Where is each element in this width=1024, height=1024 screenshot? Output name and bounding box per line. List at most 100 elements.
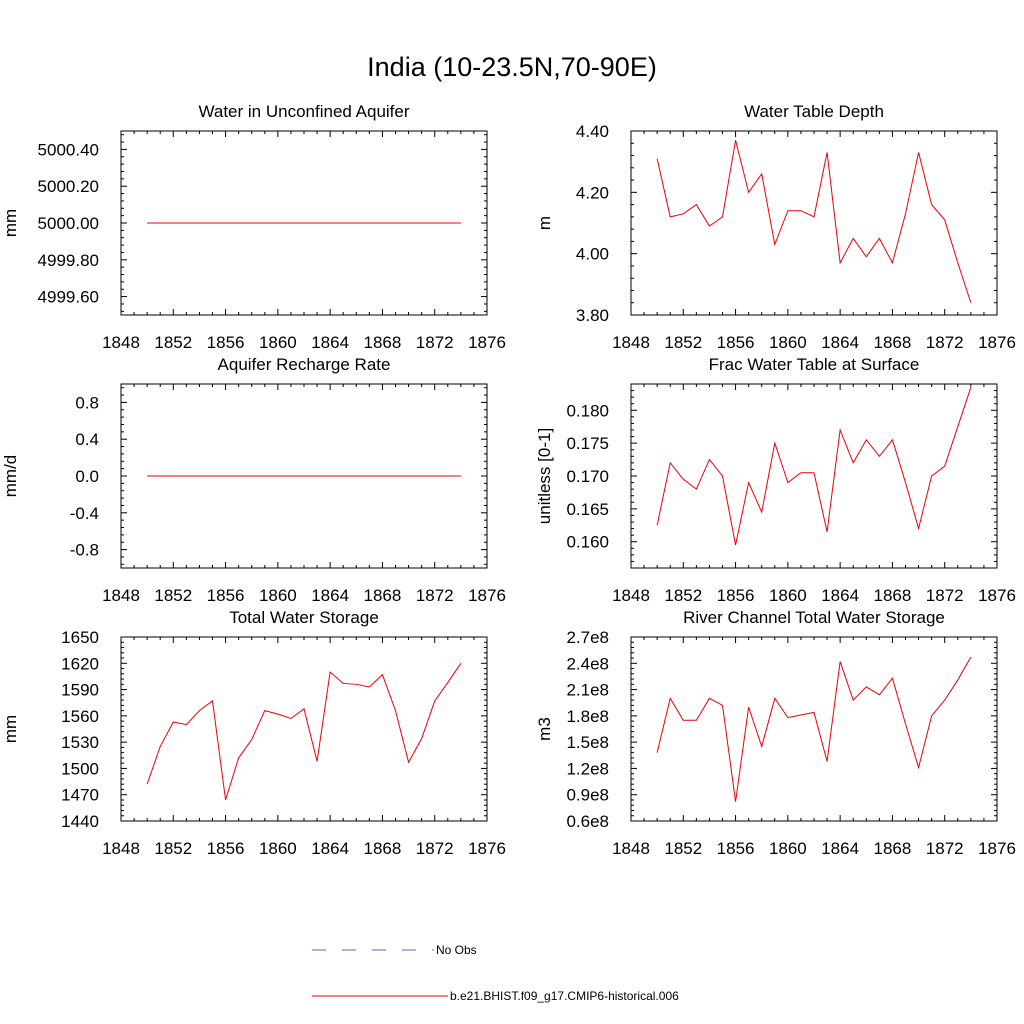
y-axis-label: mm/d xyxy=(1,455,20,498)
y-tick-label: 3.80 xyxy=(576,306,609,325)
y-tick-label: 0.180 xyxy=(566,401,609,420)
x-tick-label: 1860 xyxy=(769,333,807,352)
legend: No Obs b.e21.BHIST.f09_g17.CMIP6-histori… xyxy=(312,943,679,1003)
x-tick-label: 1852 xyxy=(154,839,192,858)
x-tick-label: 1876 xyxy=(468,333,506,352)
x-tick-label: 1856 xyxy=(717,333,755,352)
y-axis-label: mm xyxy=(1,209,20,237)
series-line xyxy=(656,140,972,303)
x-tick-label: 1868 xyxy=(874,586,912,605)
y-tick-label: 5000.40 xyxy=(38,140,99,159)
legend-label-model: b.e21.BHIST.f09_g17.CMIP6-historical.006 xyxy=(450,989,679,1003)
x-tick-label: 1864 xyxy=(311,586,349,605)
y-tick-label: 0.9e8 xyxy=(566,786,609,805)
x-tick-label: 1856 xyxy=(717,839,755,858)
y-tick-label: 0.8 xyxy=(75,393,99,412)
panel-2: 1848 1852 1856 1860 1864 1868 1872 1876 3.80 4.00… xyxy=(535,102,1016,352)
x-tick-label: 1852 xyxy=(664,839,702,858)
x-tick-label: 1868 xyxy=(874,839,912,858)
x-tick-label: 1860 xyxy=(259,333,297,352)
y-tick-label: 1500 xyxy=(61,759,99,778)
x-tick-label: 1860 xyxy=(259,586,297,605)
y-tick-label: 4999.80 xyxy=(38,251,99,270)
y-tick-label: 1560 xyxy=(61,707,99,726)
figure-title: India (10-23.5N,70-90E) xyxy=(367,52,657,82)
panel-5: 1848 1852 1856 1860 1864 1868 1872 1876 1440 1470… xyxy=(1,608,506,858)
x-tick-label: 1876 xyxy=(978,839,1016,858)
y-tick-label: 5000.20 xyxy=(38,177,99,196)
y-tick-label: 4.00 xyxy=(576,245,609,264)
x-tick-label: 1848 xyxy=(612,839,650,858)
x-tick-label: 1852 xyxy=(664,333,702,352)
series-line xyxy=(146,663,462,801)
y-tick-label: 1590 xyxy=(61,681,99,700)
x-tick-label: 1872 xyxy=(926,586,964,605)
x-tick-label: 1868 xyxy=(364,839,402,858)
x-tick-label: 1864 xyxy=(821,839,859,858)
x-tick-label: 1856 xyxy=(207,839,245,858)
x-tick-label: 1872 xyxy=(926,839,964,858)
x-tick-label: 1872 xyxy=(416,333,454,352)
x-tick-label: 1848 xyxy=(612,333,650,352)
y-tick-label: 1530 xyxy=(61,733,99,752)
x-tick-label: 1860 xyxy=(769,839,807,858)
panel-6: 1848 1852 1856 1860 1864 1868 1872 1876 0.6e8 0.9… xyxy=(535,608,1016,858)
panel-1: 1848 1852 1856 1860 1864 1868 1872 1876 4999.60 4… xyxy=(1,102,506,352)
y-tick-label: 4.40 xyxy=(576,122,609,141)
y-tick-label: 1.5e8 xyxy=(566,733,609,752)
y-tick-label: 2.4e8 xyxy=(566,654,609,673)
x-tick-label: 1876 xyxy=(978,586,1016,605)
x-tick-label: 1872 xyxy=(416,586,454,605)
y-tick-label: 1.2e8 xyxy=(566,759,609,778)
y-tick-label: 1440 xyxy=(61,812,99,831)
y-axis-label: unitless [0-1] xyxy=(535,428,554,524)
y-tick-label: 2.7e8 xyxy=(566,628,609,647)
y-tick-label: -0.8 xyxy=(70,541,99,560)
x-tick-label: 1872 xyxy=(926,333,964,352)
y-tick-label: 0.175 xyxy=(566,434,609,453)
panel-title: Frac Water Table at Surface xyxy=(709,355,920,374)
x-tick-label: 1852 xyxy=(154,333,192,352)
x-tick-label: 1848 xyxy=(102,839,140,858)
y-tick-label: 0.4 xyxy=(75,430,99,449)
x-tick-label: 1852 xyxy=(154,586,192,605)
x-tick-label: 1852 xyxy=(664,586,702,605)
y-tick-label: 5000.00 xyxy=(38,214,99,233)
y-tick-label: 1650 xyxy=(61,628,99,647)
x-tick-label: 1864 xyxy=(311,839,349,858)
series-line xyxy=(656,656,972,802)
y-tick-label: 1.8e8 xyxy=(566,707,609,726)
y-tick-label: 2.1e8 xyxy=(566,681,609,700)
x-tick-label: 1864 xyxy=(311,333,349,352)
y-tick-label: 0.165 xyxy=(566,500,609,519)
panel-4: 1848 1852 1856 1860 1864 1868 1872 1876 0.160 0.1… xyxy=(535,355,1016,605)
y-tick-label: 0.0 xyxy=(75,467,99,486)
y-tick-label: 0.160 xyxy=(566,533,609,552)
x-tick-label: 1864 xyxy=(821,586,859,605)
y-tick-label: 0.170 xyxy=(566,467,609,486)
series-line xyxy=(656,387,972,546)
panel-title: Total Water Storage xyxy=(229,608,379,627)
x-tick-label: 1868 xyxy=(364,333,402,352)
x-tick-label: 1876 xyxy=(978,333,1016,352)
x-tick-label: 1868 xyxy=(874,333,912,352)
plot-frame xyxy=(630,130,998,316)
plot-frame xyxy=(630,636,998,822)
x-tick-label: 1848 xyxy=(102,333,140,352)
y-tick-label: 1620 xyxy=(61,654,99,673)
panel-title: Water in Unconfined Aquifer xyxy=(198,102,409,121)
x-tick-label: 1876 xyxy=(468,839,506,858)
panel-title: River Channel Total Water Storage xyxy=(683,608,945,627)
y-axis-label: mm xyxy=(1,715,20,743)
x-tick-label: 1860 xyxy=(259,839,297,858)
x-tick-label: 1864 xyxy=(821,333,859,352)
y-tick-label: -0.4 xyxy=(70,504,99,523)
x-tick-label: 1860 xyxy=(769,586,807,605)
y-tick-label: 4.20 xyxy=(576,183,609,202)
x-tick-label: 1848 xyxy=(612,586,650,605)
plot-frame xyxy=(120,636,488,822)
y-tick-label: 0.6e8 xyxy=(566,812,609,831)
x-tick-label: 1856 xyxy=(207,333,245,352)
x-tick-label: 1872 xyxy=(416,839,454,858)
